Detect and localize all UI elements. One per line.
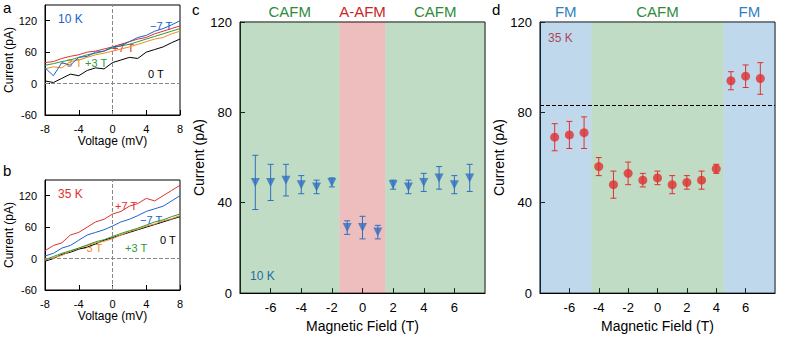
- svg-text:-4: -4: [295, 300, 307, 315]
- svg-text:60: 60: [25, 221, 37, 233]
- svg-text:40: 40: [518, 195, 532, 210]
- svg-text:0: 0: [359, 300, 366, 315]
- svg-text:Current (pA): Current (pA): [2, 27, 16, 93]
- svg-text:CAFM: CAFM: [269, 3, 312, 20]
- svg-text:0: 0: [31, 78, 37, 90]
- svg-text:4: 4: [420, 300, 427, 315]
- svg-text:c: c: [192, 1, 200, 18]
- svg-text:0: 0: [31, 253, 37, 265]
- svg-text:120: 120: [510, 15, 532, 30]
- svg-text:4: 4: [143, 123, 149, 135]
- svg-text:Magnetic Field (T): Magnetic Field (T): [306, 318, 419, 334]
- svg-text:Current (pA): Current (pA): [191, 119, 207, 196]
- svg-text:80: 80: [518, 105, 532, 120]
- svg-text:Magnetic Field (T): Magnetic Field (T): [601, 318, 714, 334]
- svg-text:60: 60: [25, 46, 37, 58]
- svg-text:0: 0: [654, 300, 661, 315]
- svg-text:-8: -8: [40, 123, 50, 135]
- svg-text:Current (pA): Current (pA): [491, 119, 507, 196]
- svg-text:120: 120: [210, 15, 232, 30]
- svg-text:−7 T: −7 T: [140, 213, 163, 226]
- svg-text:0 T: 0 T: [148, 68, 164, 80]
- svg-text:-2: -2: [622, 300, 634, 315]
- svg-text:40: 40: [218, 195, 232, 210]
- svg-text:−3 T: −3 T: [80, 241, 103, 254]
- svg-text:4: 4: [713, 300, 720, 315]
- svg-text:-8: -8: [40, 298, 50, 310]
- svg-text:80: 80: [218, 105, 232, 120]
- svg-text:0 T: 0 T: [160, 234, 176, 246]
- svg-text:b: b: [3, 162, 11, 179]
- svg-text:0: 0: [109, 123, 115, 135]
- svg-text:+3 T: +3 T: [125, 242, 147, 254]
- svg-text:6: 6: [742, 300, 749, 315]
- svg-text:35 K: 35 K: [58, 187, 83, 201]
- svg-text:Voltage (mV): Voltage (mV): [78, 134, 147, 148]
- svg-text:0: 0: [109, 298, 115, 310]
- svg-text:Current (pA): Current (pA): [2, 202, 16, 268]
- svg-text:8: 8: [177, 298, 183, 310]
- svg-text:d: d: [492, 1, 500, 18]
- svg-text:6: 6: [451, 300, 458, 315]
- svg-text:a: a: [3, 0, 12, 16]
- svg-text:CAFM: CAFM: [414, 3, 457, 20]
- svg-text:-2: -2: [326, 300, 338, 315]
- svg-text:−7 T: −7 T: [150, 19, 173, 32]
- svg-text:-4: -4: [74, 123, 84, 135]
- svg-text:+3 T: +3 T: [85, 57, 107, 69]
- svg-text:-6: -6: [265, 300, 277, 315]
- svg-text:2: 2: [390, 300, 397, 315]
- svg-text:0: 0: [225, 286, 232, 301]
- svg-text:-60: -60: [21, 109, 37, 121]
- svg-text:+7 T: +7 T: [112, 41, 135, 54]
- svg-text:FM: FM: [738, 3, 760, 20]
- svg-text:8: 8: [177, 123, 183, 135]
- svg-text:Voltage (mV): Voltage (mV): [78, 309, 147, 323]
- svg-text:120: 120: [19, 190, 37, 202]
- svg-text:-60: -60: [21, 284, 37, 296]
- svg-text:10 K: 10 K: [58, 12, 83, 26]
- svg-text:+7 T: +7 T: [115, 200, 137, 212]
- svg-text:2: 2: [683, 300, 690, 315]
- svg-text:4: 4: [143, 298, 149, 310]
- svg-text:-4: -4: [593, 300, 605, 315]
- svg-text:−3 T: −3 T: [60, 56, 83, 69]
- svg-text:-4: -4: [74, 298, 84, 310]
- svg-text:0: 0: [525, 286, 532, 301]
- svg-text:-6: -6: [564, 300, 576, 315]
- svg-text:CAFM: CAFM: [636, 3, 679, 20]
- svg-text:A-AFM: A-AFM: [339, 3, 386, 20]
- svg-text:120: 120: [19, 15, 37, 27]
- svg-text:FM: FM: [555, 3, 577, 20]
